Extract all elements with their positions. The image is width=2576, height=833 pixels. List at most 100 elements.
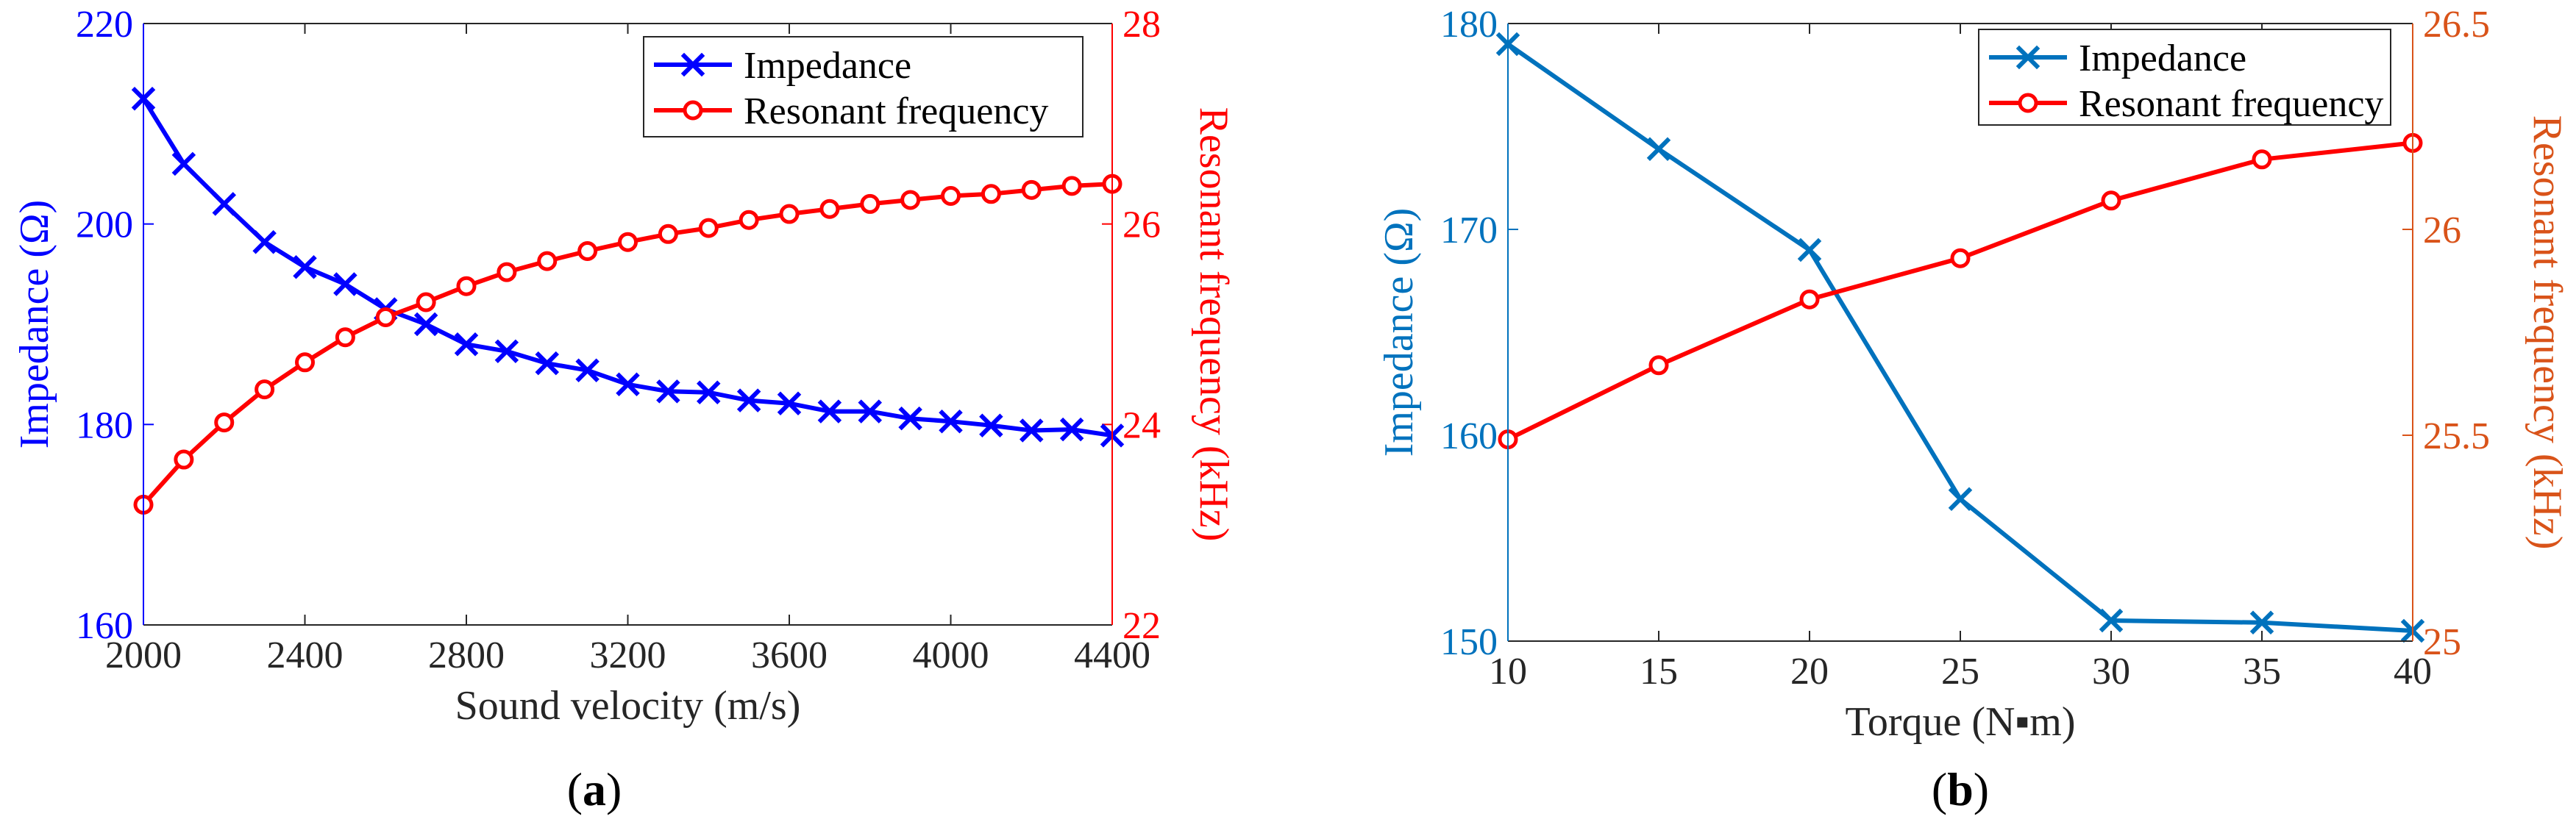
plot-area-b: [1508, 24, 2413, 641]
data-point-impedance-a: [252, 229, 277, 254]
y-left-tick-label-b: 150: [1440, 621, 1498, 663]
data-point-impedance-b: [1646, 137, 1671, 162]
data-point-impedance-a: [171, 151, 196, 176]
data-point-frequency-a: [1061, 176, 1082, 196]
data-point-impedance-b: [1948, 487, 1973, 512]
data-point-impedance-a: [979, 413, 1003, 437]
data-point-frequency-a: [295, 352, 315, 373]
data-point-frequency-a: [779, 204, 800, 224]
y-left-tick-label-a: 200: [76, 204, 133, 246]
legend-label-frequency-a: Resonant frequency: [744, 90, 1048, 132]
y-left-tick-label-a: 180: [76, 404, 133, 446]
legend-item-frequency-b: Resonant frequency: [1989, 83, 2383, 125]
data-point-impedance-a: [535, 351, 559, 376]
y-right-tick-label-a: 22: [1122, 605, 1161, 647]
y-axis-left-label-b: Impedance (Ω): [1376, 208, 1422, 457]
x-axis-label-b: Torque (N▪m): [1846, 699, 2076, 745]
data-point-impedance-a: [212, 192, 236, 216]
data-point-impedance-a: [333, 272, 357, 296]
x-tick-label-a: 2400: [267, 634, 344, 676]
data-point-frequency-a: [900, 190, 921, 210]
y-left-tick-label-a: 220: [76, 4, 133, 46]
legend-swatch-frequency-a: [654, 100, 732, 121]
data-point-frequency-a: [577, 240, 598, 261]
ticks-a: 2000 2400 2800 3200 3600 4000 4400 160 180 200 220…: [76, 4, 1161, 676]
x-axis-label-a: Sound velocity (m/s): [455, 683, 801, 729]
data-point-frequency-b: [2101, 190, 2121, 211]
y-axis-left-label-a: Impedance (Ω): [12, 200, 57, 449]
x-tick-label-b: 25: [1941, 651, 1979, 693]
series-b: [1495, 32, 2425, 643]
data-point-frequency-a: [375, 307, 396, 327]
data-point-impedance-a: [454, 332, 479, 357]
y-left-tick-label-b: 180: [1440, 4, 1498, 46]
x-tick-label-a: 4000: [913, 634, 989, 676]
data-point-impedance-a: [697, 380, 721, 404]
legend-swatch-impedance-b: [1989, 45, 2067, 70]
x-tick-label-a: 3200: [590, 634, 666, 676]
caption-b: (b): [1932, 763, 1989, 815]
data-point-impedance-a: [817, 399, 842, 423]
x-tick-label-a: 2800: [428, 634, 505, 676]
data-point-impedance-a: [898, 406, 922, 431]
x-tick-label-a: 4400: [1074, 634, 1150, 676]
data-point-frequency-a: [819, 199, 840, 219]
x-tick-label-b: 30: [2092, 651, 2130, 693]
data-point-frequency-a: [456, 276, 477, 296]
x-tick-label-b: 40: [2394, 651, 2432, 693]
caption-letter-b: b: [1947, 763, 1974, 815]
data-point-impedance-a: [616, 372, 640, 397]
x-tick-label-b: 35: [2243, 651, 2281, 693]
y-right-tick-label-a: 26: [1122, 204, 1161, 246]
data-point-impedance-a: [293, 255, 317, 279]
legend-marker-b: [2015, 45, 2040, 70]
data-point-impedance-a: [656, 379, 680, 404]
legend-marker-b: [2018, 93, 2038, 113]
data-point-frequency-b: [1950, 248, 1971, 268]
y-left-tick-label-b: 170: [1440, 210, 1498, 251]
legend-label-impedance-b: Impedance: [2079, 37, 2246, 79]
data-point-frequency-b: [2252, 149, 2272, 170]
x-tick-label-a: 2000: [105, 634, 182, 676]
axes-b: [1507, 23, 2413, 642]
legend-item-impedance-b: Impedance: [1989, 37, 2246, 79]
data-point-frequency-a: [981, 184, 1001, 204]
caption-letter-a: a: [583, 763, 606, 815]
caption-open-b: (: [1932, 763, 1947, 815]
caption-a: (a): [567, 763, 622, 815]
caption-close-b: ): [1974, 763, 1989, 815]
y-right-tick-label-a: 24: [1122, 404, 1161, 446]
y-right-tick-label-b: 26.5: [2423, 4, 2490, 46]
x-tick-label-a: 3600: [751, 634, 828, 676]
y-axis-right-label-a: Resonant frequency (kHz): [1191, 107, 1237, 542]
ticks-b: 10 15 20 25 30 35 40 150 160 170 180 25 25.5 26 26.5: [1440, 4, 2490, 693]
data-point-frequency-a: [537, 251, 558, 271]
data-point-frequency-a: [497, 262, 517, 282]
data-point-frequency-a: [860, 193, 880, 214]
data-point-frequency-b: [1799, 289, 1820, 310]
data-point-impedance-a: [413, 312, 438, 337]
x-tick-label-b: 20: [1790, 651, 1829, 693]
legend-item-impedance-a: Impedance: [654, 45, 911, 87]
data-point-impedance-a: [1020, 418, 1044, 443]
legend-box-b: [1978, 29, 2391, 126]
y-axis-right-label-b: Resonant frequency (kHz): [2525, 115, 2570, 550]
data-point-frequency-a: [698, 218, 719, 238]
data-point-frequency-a: [618, 232, 638, 252]
panel-b: 10 15 20 25 30 35 40 150 160 170 180 25 25.5 26 26.5 T…: [1376, 4, 2570, 815]
data-point-impedance-b: [1797, 237, 1822, 262]
data-point-impedance-a: [939, 410, 963, 434]
data-point-impedance-a: [777, 391, 802, 415]
data-point-impedance-a: [494, 339, 519, 364]
data-point-frequency-a: [658, 224, 678, 244]
data-point-frequency-a: [214, 412, 235, 433]
legend-marker-a: [680, 52, 705, 77]
data-point-impedance-a: [736, 388, 761, 412]
legend-swatch-impedance-a: [654, 52, 732, 77]
legend-label-frequency-b: Resonant frequency: [2079, 83, 2383, 125]
legend-marker-a: [683, 100, 703, 121]
y-right-tick-label-b: 25.5: [2423, 415, 2490, 457]
legend-b: Impedance Resonant frequency: [1978, 29, 2391, 126]
legend-item-frequency-a: Resonant frequency: [654, 90, 1048, 132]
